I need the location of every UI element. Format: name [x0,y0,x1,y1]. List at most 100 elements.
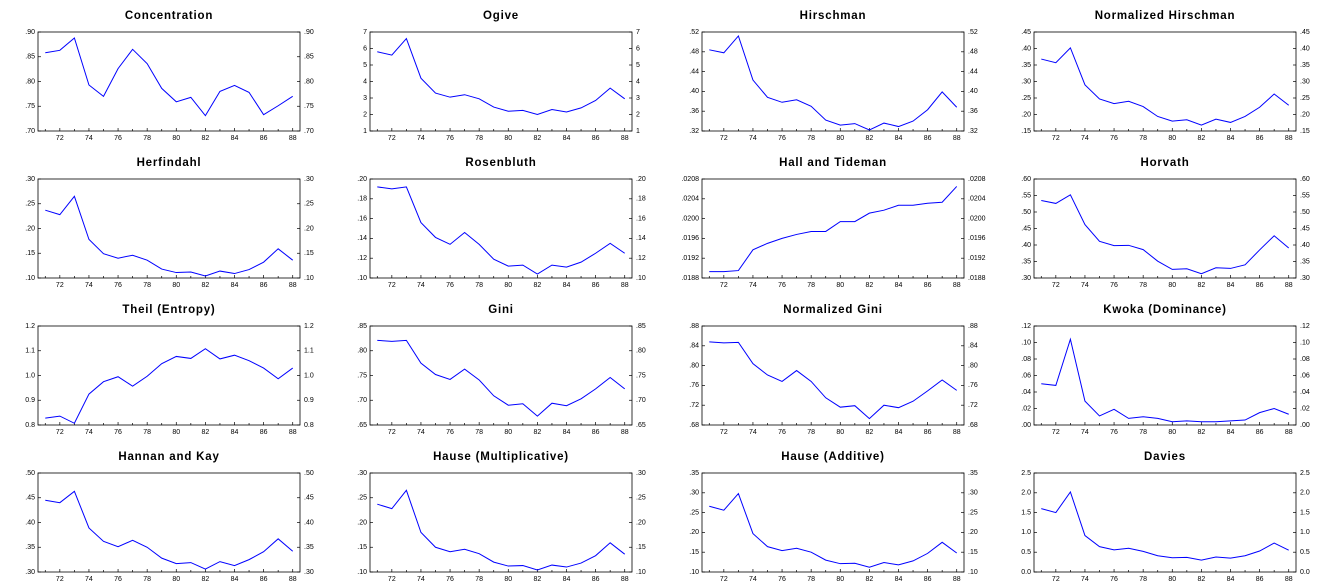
x-tick-label: 86 [592,576,600,583]
y2-tick-label: .52 [968,29,978,36]
y-tick-label: .10 [689,569,699,576]
y2-tick-label: .75 [304,103,314,110]
x-tick-label: 78 [475,576,483,583]
y2-tick-label: .30 [1300,78,1310,85]
y2-tick-label: .40 [968,88,978,95]
x-tick-label: 74 [417,282,425,289]
x-tick-label: 84 [563,282,571,289]
x-tick-label: 74 [1081,135,1089,142]
y2-tick-label: .70 [636,397,646,404]
y2-tick-label: .60 [1300,176,1310,183]
chart-title: Davies [1144,451,1186,463]
y2-tick-label: .76 [968,382,978,389]
y2-tick-label: .30 [304,569,314,576]
x-tick-label: 86 [1256,429,1264,436]
y-tick-label: .10 [1021,339,1031,346]
y-tick-label: 1.0 [25,372,35,379]
x-tick-label: 84 [1227,135,1235,142]
y-tick-label: .55 [1021,192,1031,199]
y2-tick-label: 2.5 [1300,470,1310,477]
y2-tick-label: .20 [636,519,646,526]
y2-tick-label: .45 [1300,29,1310,36]
y2-tick-label: .85 [636,323,646,330]
x-tick-label: 80 [504,576,512,583]
y2-tick-label: .0196 [968,235,986,242]
x-tick-label: 82 [201,429,209,436]
x-tick-label: 84 [895,135,903,142]
x-tick-label: 78 [807,282,815,289]
y2-tick-label: .84 [968,343,978,350]
x-tick-label: 82 [201,576,209,583]
x-tick-label: 74 [417,135,425,142]
series-line [709,341,958,420]
chart-title: Gini [488,304,514,316]
y2-tick-label: .20 [968,529,978,536]
y-tick-label: .80 [357,348,367,355]
x-tick-label: 72 [56,429,64,436]
y-tick-label: 1 [363,128,367,135]
y-tick-label: 0.8 [25,422,35,429]
x-tick-label: 80 [504,282,512,289]
y2-tick-label: .0208 [968,176,986,183]
chart-title: Hall and Tideman [779,157,887,169]
y-tick-label: 1.2 [25,323,35,330]
x-tick-label: 80 [172,576,180,583]
x-tick-label: 80 [1168,282,1176,289]
x-tick-label: 78 [1139,135,1147,142]
series-line [709,186,958,273]
series-line [45,490,294,570]
x-tick-label: 88 [953,282,961,289]
y-tick-label: .90 [25,29,35,36]
y-tick-label: 7 [363,29,367,36]
x-tick-label: 78 [475,282,483,289]
chart-title: Ogive [483,10,519,22]
y-tick-label: .30 [25,569,35,576]
x-tick-label: 88 [1285,282,1293,289]
x-tick-label: 80 [1168,576,1176,583]
y-tick-label: .40 [25,519,35,526]
y-tick-label: 0.0 [1021,569,1031,576]
y-tick-label: .25 [689,509,699,516]
x-tick-label: 82 [865,429,873,436]
y-tick-label: 6 [363,45,367,52]
y-tick-label: .68 [689,422,699,429]
y2-tick-label: .35 [968,470,978,477]
x-tick-label: 74 [1081,282,1089,289]
x-tick-label: 82 [533,282,541,289]
x-tick-label: 82 [533,429,541,436]
x-tick-label: 86 [260,576,268,583]
x-tick-label: 88 [621,282,629,289]
x-tick-label: 78 [475,429,483,436]
x-tick-label: 74 [85,135,93,142]
y-tick-label: .0204 [681,196,699,203]
x-tick-label: 88 [953,429,961,436]
y2-tick-label: .25 [636,495,646,502]
y-tick-label: .30 [357,470,367,477]
chart-title: Hirschman [800,10,867,22]
x-tick-label: 88 [621,576,629,583]
x-tick-label: 72 [388,282,396,289]
y2-tick-label: .45 [304,495,314,502]
series-line [377,489,626,571]
x-tick-label: 76 [446,576,454,583]
x-tick-label: 78 [143,282,151,289]
x-tick-label: 72 [720,576,728,583]
x-tick-label: 74 [417,429,425,436]
plot-frame [37,31,301,132]
y-tick-label: .85 [357,323,367,330]
y-tick-label: .35 [1021,62,1031,69]
series-line [45,37,293,117]
y2-tick-label: .25 [968,509,978,516]
y-tick-label: .04 [1021,389,1031,396]
y2-tick-label: 1.1 [304,348,314,355]
y-tick-label: .20 [357,519,367,526]
y-tick-label: .35 [689,470,699,477]
x-tick-label: 74 [85,282,93,289]
x-tick-label: 76 [1110,282,1118,289]
x-tick-label: 72 [388,576,396,583]
x-tick-label: 88 [621,135,629,142]
x-tick-label: 86 [592,429,600,436]
y-tick-label: .40 [1021,242,1031,249]
y2-tick-label: .16 [636,215,646,222]
y-tick-label: .0196 [681,235,699,242]
